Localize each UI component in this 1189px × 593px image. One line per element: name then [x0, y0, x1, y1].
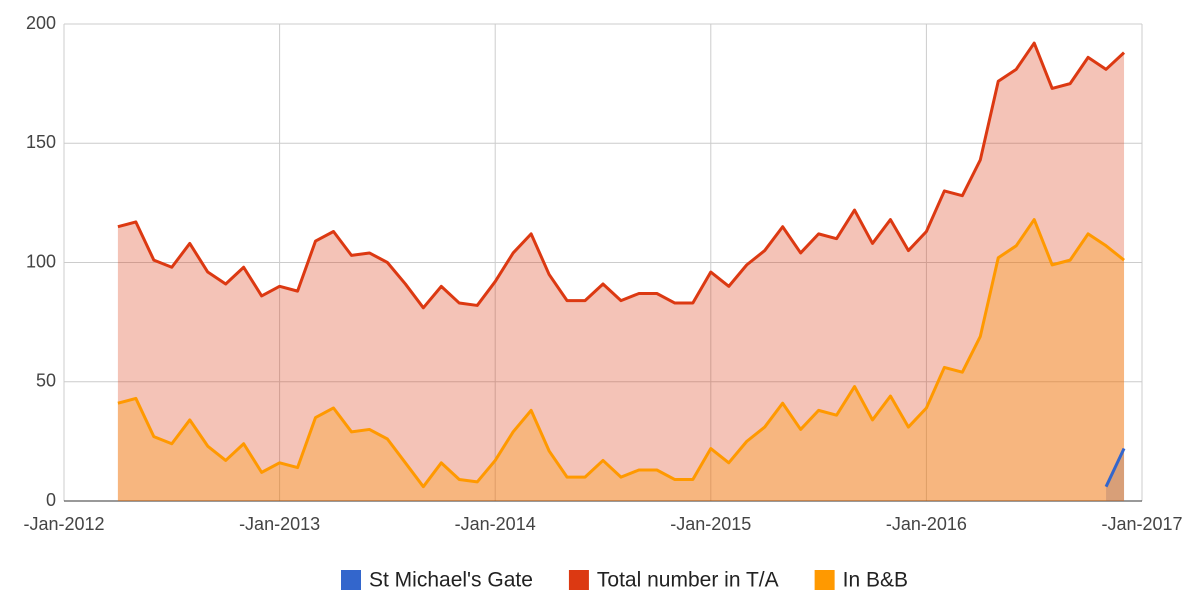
legend-swatch [568, 570, 589, 590]
x-tick-label: -Jan-2016 [886, 514, 967, 534]
area [117, 43, 1125, 501]
y-tick-label: 100 [26, 251, 56, 271]
legend-label: St Michael's Gate [369, 569, 533, 592]
line [1104, 447, 1126, 488]
y-tick-label: 50 [36, 371, 56, 391]
legend-label: Total number in T/A [597, 569, 779, 592]
y-tick-label: 200 [26, 13, 56, 33]
legend-item: St Michael's Gate [341, 569, 533, 592]
legend-item: Total number in T/A [568, 569, 779, 592]
legend-label: In B&B [843, 569, 908, 592]
x-tick-label: -Jan-2014 [455, 514, 536, 534]
line [117, 218, 1125, 489]
axis-labels: 0 50 100 150 200 -Jan-2012 -Jan-2013 -Jan-2014 -… [23, 13, 1182, 534]
legend-item: In B&B [814, 569, 908, 592]
areas [117, 43, 1125, 501]
lines [117, 41, 1126, 489]
x-tick-label: -Jan-2017 [1101, 514, 1182, 534]
y-tick-label: 0 [46, 490, 56, 510]
grid [63, 23, 1143, 502]
x-tick-label: -Jan-2013 [239, 514, 320, 534]
area [1106, 448, 1125, 501]
line [117, 41, 1126, 310]
legend-swatch [814, 570, 835, 590]
x-tick-label: -Jan-2012 [23, 514, 104, 534]
legend: St Michael's Gate Total number in T/A In B… [341, 569, 908, 592]
y-tick-label: 150 [26, 132, 56, 152]
x-tick-label: -Jan-2015 [670, 514, 751, 534]
legend-swatch [341, 570, 361, 590]
